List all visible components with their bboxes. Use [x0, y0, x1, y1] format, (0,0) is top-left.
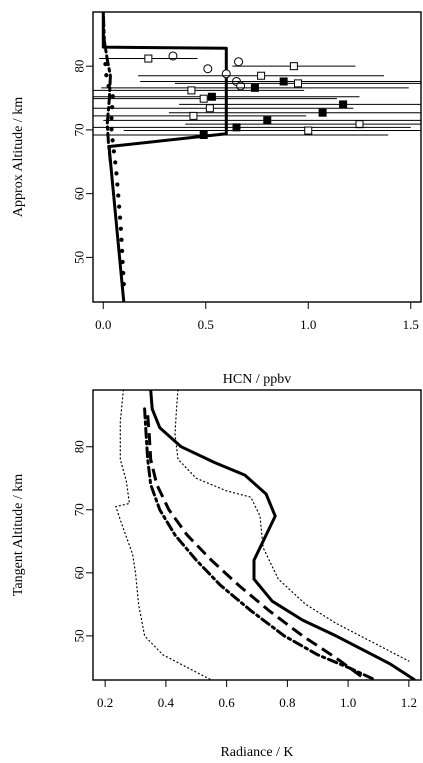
- hcn-x-axis-title: HCN / ppbv: [223, 372, 291, 387]
- hcn-profile-panel: 0.0 0.5 1.0 1.5 50 60 70 80 HCN / ppbv Approx …: [11, 11, 422, 387]
- measurement-point-square: [304, 126, 313, 135]
- measurement-point-filled-square: [279, 77, 288, 86]
- measurement-point-filled-square: [318, 108, 327, 117]
- measurement-point-filled-square: [250, 83, 259, 92]
- x-tick-label: 1.2: [401, 695, 417, 710]
- measurement-point-circle: [221, 69, 231, 79]
- measurement-point-square: [187, 86, 196, 95]
- series-line-dotted: [174, 390, 410, 662]
- x-tick-label: 0.5: [198, 317, 214, 332]
- y-tick-label: 50: [72, 629, 87, 642]
- measurement-point-square: [289, 62, 298, 71]
- y-tick-label: 60: [72, 187, 87, 200]
- hcn-x-axis: 0.0 0.5 1.0 1.5: [95, 302, 419, 332]
- measurement-point-square: [355, 120, 364, 129]
- y-tick-label: 80: [72, 60, 87, 73]
- y-tick-label: 80: [72, 440, 87, 453]
- x-tick-label: 1.0: [340, 695, 356, 710]
- measurement-point-square: [189, 111, 198, 120]
- x-tick-label: 1.5: [403, 317, 419, 332]
- measurement-point-circle: [234, 57, 244, 67]
- measurement-point-filled-square: [339, 100, 348, 109]
- radiance-y-axis-title: Tangent Altitude / km: [11, 474, 26, 596]
- hcn-series-group: [101, 12, 228, 302]
- y-tick-label: 50: [72, 251, 87, 264]
- measurement-point-square: [199, 94, 208, 103]
- hcn-plot-frame: [92, 11, 422, 303]
- series-line-solid: [149, 390, 416, 680]
- y-tick-label: 70: [72, 123, 87, 136]
- measurement-point-circle: [203, 64, 213, 74]
- x-tick-label: 0.2: [97, 695, 113, 710]
- measurement-point-square: [294, 79, 302, 88]
- radiance-x-axis-title: Radiance / K: [220, 745, 293, 760]
- measurement-point-square: [205, 104, 214, 113]
- measurement-point-square: [257, 71, 266, 80]
- measurement-point-filled-square: [207, 92, 216, 101]
- series-line-dash-dot: [143, 407, 377, 680]
- x-tick-label: 0.0: [95, 317, 111, 332]
- radiance-series-group: [115, 390, 416, 680]
- series-line-dashed: [146, 415, 368, 680]
- measurement-point-circle: [168, 51, 178, 61]
- hcn-y-axis-title: Approx Altitude / km: [11, 97, 26, 217]
- measurement-point-filled-square: [263, 116, 272, 125]
- y-tick-label: 70: [72, 503, 87, 516]
- radiance-profile-panel: 0.2 0.4 0.6 0.8 1.0 1.2 50 60 70 80 Radiance / K…: [11, 389, 422, 760]
- measurement-point-filled-square: [199, 131, 208, 140]
- radiance-x-axis: 0.2 0.4 0.6 0.8 1.0 1.2: [97, 680, 417, 710]
- x-tick-label: 1.0: [300, 317, 316, 332]
- series-line-dotted: [115, 390, 212, 680]
- hcn-y-axis: 50 60 70 80: [72, 60, 93, 264]
- x-tick-label: 0.6: [219, 695, 236, 710]
- hcn-measurements-group: [93, 51, 421, 140]
- measurement-point-square: [144, 54, 153, 63]
- measurement-point-filled-square: [232, 123, 241, 132]
- series-line-solid: [101, 12, 228, 302]
- y-tick-label: 60: [72, 566, 87, 579]
- x-tick-label: 0.4: [158, 695, 175, 710]
- radiance-plot-frame: [92, 389, 422, 681]
- x-tick-label: 0.8: [279, 695, 295, 710]
- radiance-y-axis: 50 60 70 80: [72, 440, 93, 642]
